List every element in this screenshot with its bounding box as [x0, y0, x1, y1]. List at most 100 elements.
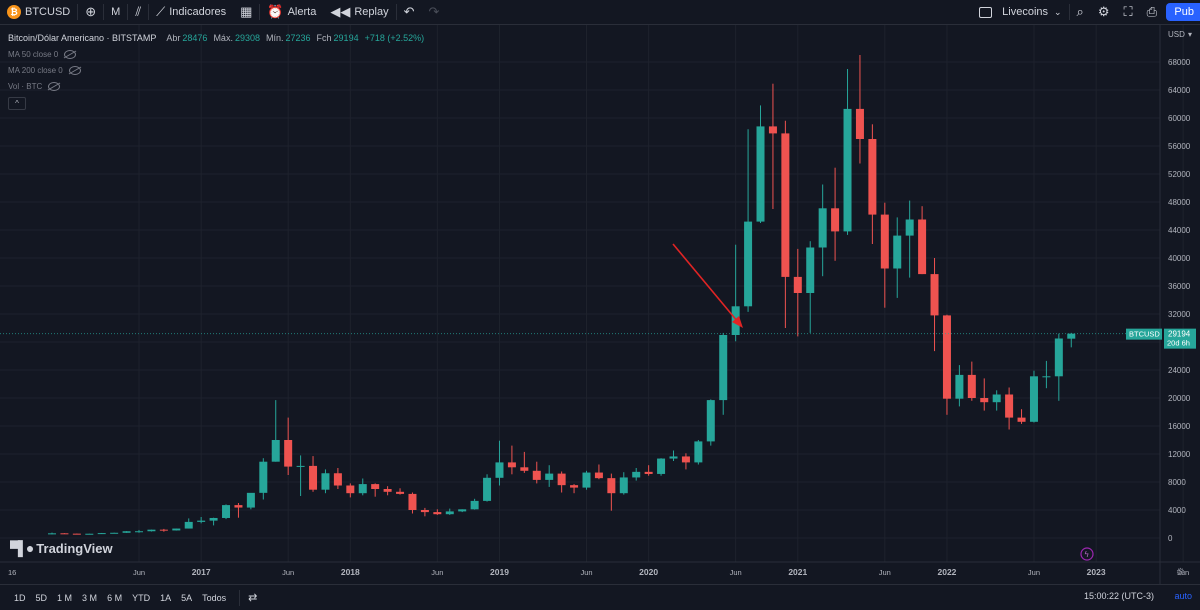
redo-icon: ↷	[428, 4, 440, 19]
price-axis[interactable]: 6800064000600005600052000480004400040000…	[1168, 58, 1191, 543]
time-axis-settings-icon[interactable]: ⚙	[1176, 567, 1185, 578]
candle-body	[706, 400, 715, 442]
high-value: 29308	[234, 33, 260, 43]
indicator-ma50[interactable]: MA 50 close 0	[8, 46, 430, 62]
layout-selector[interactable]: Livecoins ⌄	[972, 0, 1068, 24]
candle	[371, 483, 380, 497]
publish-button[interactable]: Pub	[1166, 3, 1200, 21]
timeframe-button[interactable]: 6 M	[107, 592, 123, 603]
chart-type-button[interactable]: ⫽	[128, 0, 148, 24]
timeframe-button[interactable]: 5A	[181, 592, 193, 603]
candle	[570, 484, 579, 494]
time-tick-label: 2022	[937, 567, 956, 577]
candle-body	[209, 517, 218, 521]
low-label: Mín.	[265, 33, 284, 43]
candle	[420, 507, 429, 517]
search-button[interactable]: ⌕	[1070, 0, 1091, 24]
timeframe-button[interactable]: 1D	[14, 592, 26, 603]
candle-body	[321, 473, 330, 490]
redo-button[interactable]: ↷	[422, 0, 447, 24]
candle-body	[843, 108, 852, 232]
candle	[1042, 360, 1051, 389]
time-axis[interactable]: 16 Jun 2017 Jun 2018 Jun 2019 Jun 2020 Jun 2021 Jun…	[8, 567, 1189, 577]
candle	[855, 55, 864, 164]
time-tick-label: Jun	[879, 568, 891, 577]
candle-body	[880, 214, 889, 269]
candle	[110, 532, 119, 534]
candle-body	[557, 473, 566, 486]
eye-off-icon[interactable]	[64, 49, 77, 59]
templates-button[interactable]: ▦	[233, 0, 259, 24]
symbol-title[interactable]: Bitcoin/Dólar Americano · BITSTAMP	[8, 33, 157, 43]
timeframe-button[interactable]: 1A	[160, 592, 172, 603]
camera-icon: ⎙	[1146, 4, 1157, 19]
candle	[445, 508, 454, 515]
divider	[1068, 4, 1070, 20]
fullscreen-button[interactable]: ⛶	[1116, 0, 1139, 24]
symbol-search[interactable]: ₿ BTCUSD	[0, 0, 77, 24]
candle	[930, 258, 939, 352]
compare-button[interactable]: ⊕	[78, 0, 103, 24]
snapshot-button[interactable]: ⎙	[1140, 0, 1164, 24]
clock[interactable]: 15:00:22 (UTC-3)	[1083, 591, 1154, 601]
currency-label[interactable]: USD	[1168, 30, 1185, 39]
candle	[159, 528, 168, 532]
candle-body	[495, 462, 504, 478]
indicators-button[interactable]: ⟋ Indicadores	[149, 0, 233, 24]
time-tick-label: Jun	[431, 568, 443, 577]
candle	[843, 69, 852, 235]
candle	[619, 472, 628, 495]
chart-grid	[0, 25, 1184, 562]
timeframe-button[interactable]: 1 M	[57, 592, 73, 603]
candle-body	[818, 208, 827, 248]
indicator-ma200[interactable]: MA 200 close 0	[8, 62, 430, 78]
candle-body	[1029, 376, 1038, 422]
timeframe-button[interactable]: 5D	[35, 592, 48, 603]
price-tick-label: 56000	[1168, 142, 1191, 151]
alert-button[interactable]: ⏰ Alerta	[260, 0, 323, 24]
candle	[383, 486, 392, 496]
candle-body	[619, 477, 628, 494]
candle-body	[396, 491, 405, 494]
candle	[967, 361, 976, 401]
tradingview-logo[interactable]: ▀▌● TradingView	[10, 540, 113, 556]
replay-button[interactable]: ◀◀ Replay	[323, 0, 395, 24]
indicator-volume[interactable]: Vol · BTC	[8, 78, 430, 94]
candle	[259, 458, 268, 500]
eye-off-icon[interactable]	[68, 65, 81, 75]
candle-body	[930, 274, 939, 316]
candle-body	[259, 461, 268, 493]
timeframe-button[interactable]: Todos	[202, 592, 227, 603]
indicator-label: MA 50 close 0	[8, 49, 59, 59]
collapse-legend-button[interactable]: ^	[8, 96, 26, 110]
candle	[942, 314, 951, 415]
candle	[184, 518, 193, 529]
indicators-label: Indicadores	[169, 6, 227, 18]
auto-scale-button[interactable]: auto	[1174, 591, 1192, 601]
timeframe-button[interactable]: 3 M	[82, 592, 98, 603]
candle	[483, 474, 492, 502]
indicator-label: MA 200 close 0	[8, 65, 63, 75]
candle-body	[60, 533, 69, 535]
candle	[458, 509, 467, 513]
candle	[1017, 409, 1026, 424]
gear-icon: ⚙	[1097, 4, 1110, 19]
plus-circle-icon: ⊕	[85, 4, 97, 19]
candle-body	[97, 533, 106, 535]
candle	[296, 455, 305, 496]
price-chart[interactable]: USD ▾ 68000 64000 60000 56000 52000 48000 4400…	[0, 25, 1200, 584]
candle-body	[147, 529, 156, 532]
undo-button[interactable]: ↶	[397, 0, 422, 24]
eye-off-icon[interactable]	[48, 81, 61, 91]
candle-body	[582, 472, 591, 488]
date-range-icon[interactable]: ⇄	[248, 592, 258, 604]
candle	[507, 445, 516, 475]
notification-icon[interactable]: ϟ	[1080, 547, 1094, 561]
timeframe-button[interactable]: YTD	[132, 592, 151, 603]
replay-label: Replay	[354, 6, 389, 18]
settings-button[interactable]: ⚙	[1091, 0, 1117, 24]
candle-body	[806, 247, 815, 293]
fullscreen-icon: ⛶	[1123, 4, 1133, 19]
interval-button[interactable]: M	[104, 0, 127, 24]
candle-body	[48, 533, 56, 535]
